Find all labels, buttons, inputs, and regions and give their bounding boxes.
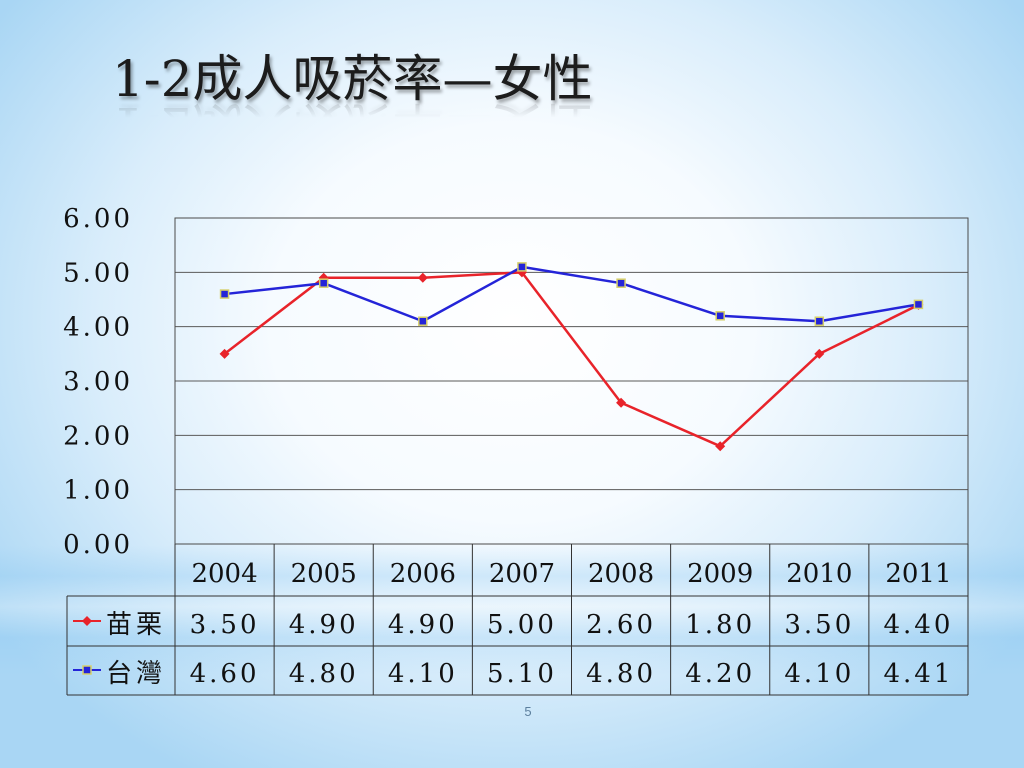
y-tick-label: 5.00 <box>63 258 133 288</box>
series-0 <box>219 267 924 452</box>
legend-marker <box>82 616 92 626</box>
table-value: 5.00 <box>487 610 557 640</box>
y-tick-label: 1.00 <box>63 476 133 506</box>
page-number: 5 <box>524 704 532 719</box>
table-value: 4.80 <box>289 659 359 689</box>
series-1-point <box>913 299 924 310</box>
series-0-point <box>814 348 825 359</box>
y-tick-label: 6.00 <box>63 204 133 234</box>
series-0-point <box>715 441 726 452</box>
series-0-point <box>219 348 230 359</box>
series-0-point <box>616 397 627 408</box>
x-category-label: 2008 <box>588 559 654 589</box>
gridlines <box>175 217 968 545</box>
table-value: 2.60 <box>586 610 656 640</box>
x-category-label: 2011 <box>885 559 951 589</box>
table-value: 4.80 <box>586 659 656 689</box>
y-tick-label: 3.00 <box>63 367 133 397</box>
table-value: 4.40 <box>883 610 953 640</box>
legend-key: 苗栗 <box>73 610 166 640</box>
series-0-point <box>417 272 428 283</box>
x-category-label: 2010 <box>786 559 852 589</box>
table-value: 5.10 <box>487 659 557 689</box>
table-value: 4.10 <box>784 659 854 689</box>
y-tick-label: 4.00 <box>63 313 133 343</box>
series-1-point <box>517 262 527 272</box>
table-value: 3.50 <box>190 610 260 640</box>
series-1-point <box>418 316 428 326</box>
table-value: 4.90 <box>289 610 359 640</box>
y-axis-labels: 0.00 1.00 2.00 3.00 4.00 5.00 6.00 <box>63 204 133 560</box>
x-category-label: 2004 <box>191 559 257 589</box>
legend-label: 台灣 <box>106 659 166 689</box>
table-value: 4.90 <box>388 610 458 640</box>
table-value: 1.80 <box>685 610 755 640</box>
series-1 <box>219 262 924 326</box>
series-0-line <box>223 271 919 448</box>
series-1-point <box>318 278 329 288</box>
series-1-point <box>814 316 825 326</box>
x-category-label: 2009 <box>687 559 753 589</box>
table-value: 3.50 <box>784 610 854 640</box>
y-tick-label: 2.00 <box>63 421 133 451</box>
y-tick-label: 0.00 <box>63 530 133 560</box>
series-1-point <box>616 278 626 288</box>
table-value: 4.10 <box>388 659 458 689</box>
series-1-point <box>219 289 230 299</box>
series-1-point <box>715 311 725 321</box>
legend-marker <box>82 665 92 675</box>
legend-key: 台灣 <box>73 659 166 689</box>
x-category-label: 2007 <box>489 559 555 589</box>
data-table: 2004 2005 2006 2007 2008 2009 2010 2011 苗栗 3.50 4.… <box>66 544 969 696</box>
table-value: 4.60 <box>190 659 260 689</box>
table-value: 4.20 <box>685 659 755 689</box>
series-1-line <box>224 265 919 323</box>
slide-title: 1-2成人吸菸率—女性 <box>112 50 593 108</box>
table-value: 4.41 <box>883 659 953 689</box>
legend-label: 苗栗 <box>106 610 166 640</box>
x-category-label: 2006 <box>390 559 456 589</box>
x-category-label: 2005 <box>291 559 357 589</box>
